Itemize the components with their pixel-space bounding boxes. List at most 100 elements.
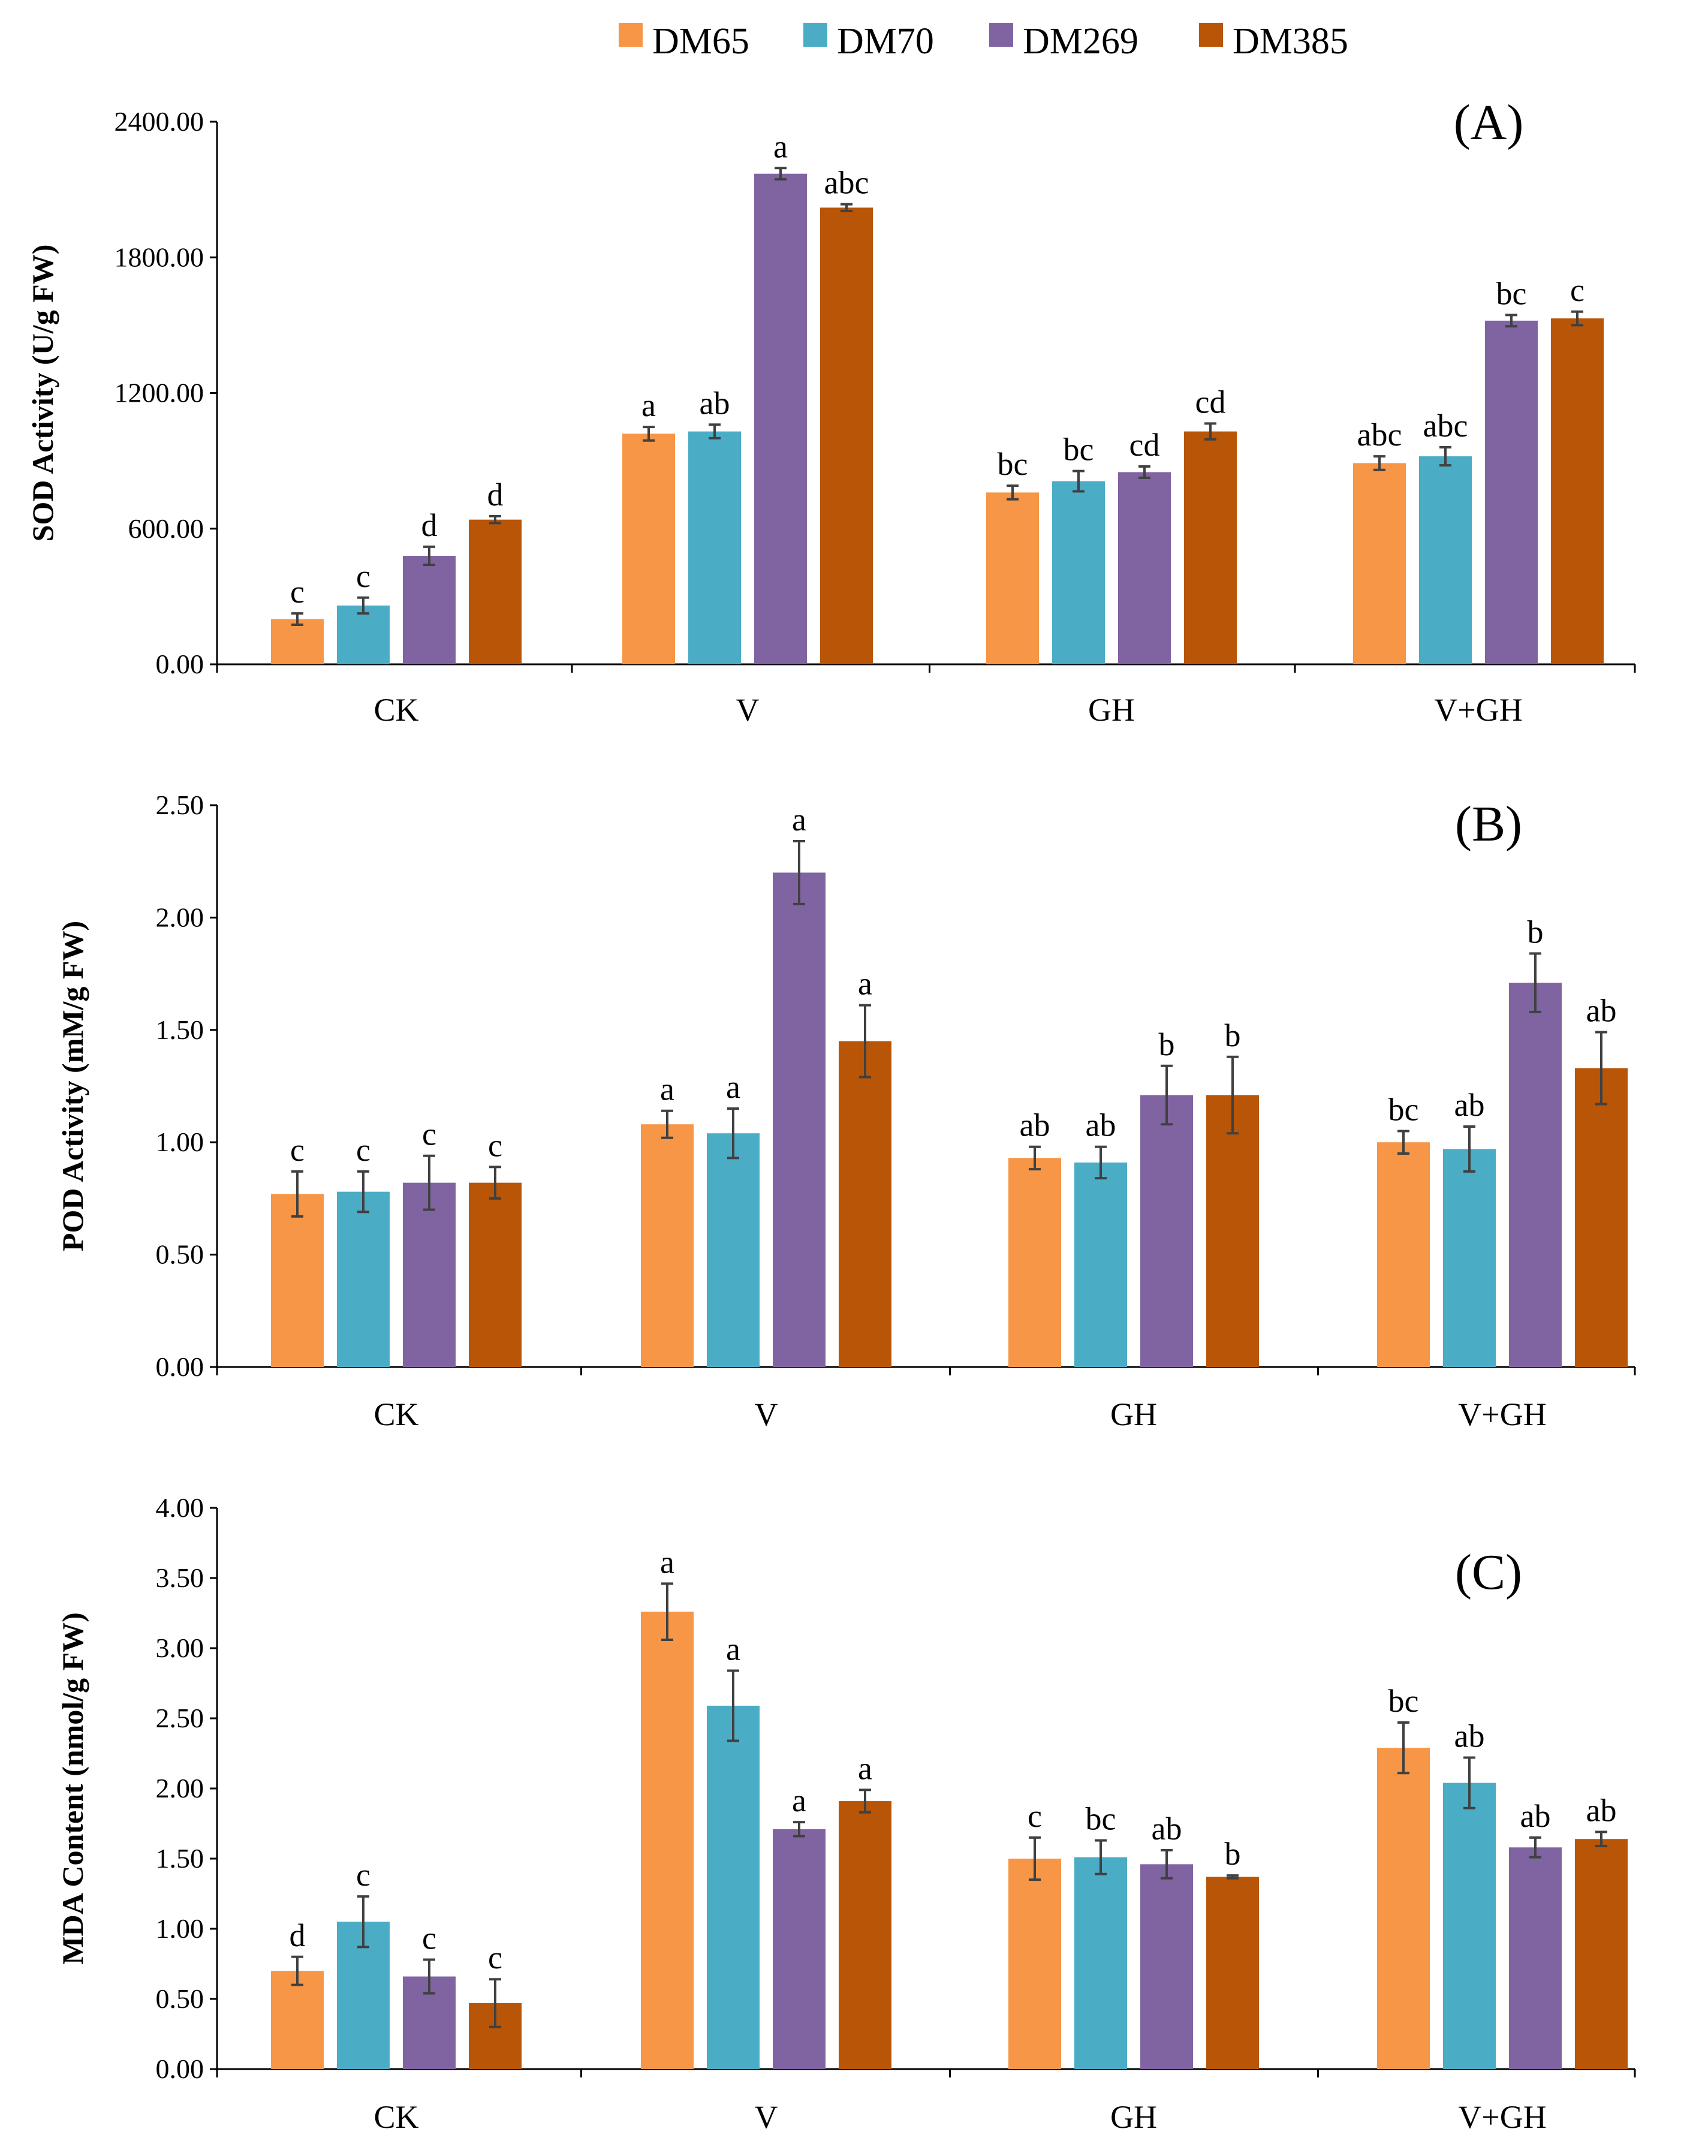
significance-label: d <box>290 1917 306 1953</box>
significance-label: abc <box>1423 408 1468 444</box>
y-tick-label: 2.00 <box>156 1773 204 1803</box>
y-tick-label: 1.00 <box>156 1127 204 1157</box>
y-tick-label: 2400.00 <box>115 106 204 137</box>
y-tick-label: 2.50 <box>156 1703 204 1733</box>
significance-label: c <box>356 558 370 594</box>
significance-label: ab <box>700 385 730 421</box>
y-tick-label: 600.00 <box>128 513 204 544</box>
y-axis-label: MDA Content (nmol/g FW) <box>56 1612 89 1964</box>
significance-label: bc <box>998 446 1028 482</box>
significance-label: c <box>356 1132 370 1168</box>
significance-label: b <box>1159 1026 1175 1062</box>
category-label: V <box>755 1396 778 1432</box>
y-tick-label: 1.50 <box>156 1843 204 1874</box>
significance-label: a <box>858 1750 872 1786</box>
bar-dm70 <box>1074 1162 1127 1367</box>
bar-dm65 <box>1377 1748 1430 2069</box>
y-tick-label: 0.50 <box>156 1239 204 1270</box>
y-axis-label: POD Activity (mM/g FW) <box>56 921 89 1251</box>
significance-label: a <box>792 1782 806 1818</box>
legend-label-dm385: DM385 <box>1233 21 1348 62</box>
bar-dm65 <box>1353 463 1406 664</box>
y-tick-label: 0.00 <box>156 2053 204 2084</box>
significance-label: c <box>1028 1798 1042 1834</box>
bar-dm385 <box>1206 1095 1259 1367</box>
y-tick-label: 1.00 <box>156 1913 204 1944</box>
bar-dm385 <box>820 207 873 665</box>
bar-dm70 <box>1074 1857 1127 2069</box>
significance-label: c <box>488 1940 502 1976</box>
category-label: V+GH <box>1458 1396 1546 1432</box>
bar-dm269 <box>1118 472 1171 664</box>
significance-label: ab <box>1086 1107 1116 1143</box>
significance-label: a <box>726 1069 740 1105</box>
bar-dm65 <box>1377 1142 1430 1367</box>
bar-dm385 <box>1206 1877 1259 2069</box>
significance-label: c <box>422 1116 436 1152</box>
significance-label: b <box>1225 1017 1241 1053</box>
category-label: CK <box>373 692 418 728</box>
bar-dm65 <box>1008 1859 1061 2069</box>
significance-label: abc <box>824 165 869 201</box>
significance-label: a <box>660 1544 674 1580</box>
significance-label: a <box>660 1071 674 1107</box>
significance-label: a <box>792 802 806 838</box>
bar-dm70 <box>1443 1149 1496 1367</box>
bar-dm70 <box>1052 481 1105 664</box>
bar-dm65 <box>271 1971 324 2069</box>
significance-label: b <box>1225 1836 1241 1872</box>
y-axis-label: SOD Activity (U/g FW) <box>26 245 59 542</box>
bar-dm65 <box>271 1194 324 1367</box>
bar-dm70 <box>337 1191 390 1367</box>
significance-label: d <box>421 507 438 543</box>
significance-label: c <box>290 574 305 610</box>
panel-a: 0.00 600.00 1200.00 1800.00 2400.00 CK V GH V+GH… <box>26 95 1636 728</box>
significance-label: bc <box>1388 1091 1419 1127</box>
significance-label: ab <box>1454 1718 1485 1754</box>
legend: DM65 DM70 DM269 DM385 <box>619 21 1348 62</box>
bar-dm269 <box>1140 1095 1193 1367</box>
bar-dm269 <box>1509 1847 1562 2069</box>
significance-label: abc <box>1357 417 1402 453</box>
significance-label: ab <box>1586 993 1617 1029</box>
significance-label: bc <box>1496 275 1527 311</box>
category-label: GH <box>1110 2099 1157 2135</box>
bar-dm65 <box>986 492 1039 664</box>
significance-label: c <box>356 1857 370 1893</box>
legend-label-dm269: DM269 <box>1023 21 1138 62</box>
significance-label: ab <box>1020 1107 1050 1143</box>
bar-dm70 <box>707 1705 760 2069</box>
significance-label: c <box>422 1920 436 1956</box>
bar-dm65 <box>271 619 324 664</box>
bar-dm269 <box>773 872 826 1367</box>
bar-dm70 <box>337 605 390 664</box>
significance-label: bc <box>1388 1683 1419 1719</box>
bar-dm269 <box>1485 320 1538 664</box>
y-tick-label: 3.00 <box>156 1633 204 1663</box>
y-tick-label: 1.50 <box>156 1014 204 1045</box>
bar-dm65 <box>1008 1158 1061 1367</box>
significance-label: ab <box>1152 1811 1182 1847</box>
bar-dm65 <box>641 1124 694 1367</box>
legend-swatch-dm385 <box>1199 23 1223 47</box>
y-tick-label: 0.50 <box>156 1983 204 2014</box>
bar-dm70 <box>707 1133 760 1367</box>
category-label: GH <box>1088 692 1135 728</box>
bar-dm70 <box>688 431 741 664</box>
legend-swatch-dm65 <box>619 23 643 47</box>
bar-dm385 <box>469 519 522 664</box>
significance-label: a <box>858 966 872 1002</box>
significance-label: a <box>726 1631 740 1667</box>
significance-label: b <box>1528 914 1544 950</box>
significance-label: cd <box>1195 384 1226 420</box>
category-label: V <box>736 692 760 728</box>
category-label: GH <box>1110 1396 1157 1432</box>
significance-label: c <box>290 1132 305 1168</box>
y-tick-label: 3.50 <box>156 1562 204 1593</box>
bar-dm269 <box>403 1182 456 1367</box>
significance-label: bc <box>1086 1801 1116 1837</box>
panel-tag: (C) <box>1455 1544 1522 1600</box>
panel-b: 0.00 0.50 1.00 1.50 2.00 2.50 CK V GH V+GH POD Act… <box>56 790 1636 1432</box>
y-tick-label: 1800.00 <box>115 242 204 272</box>
